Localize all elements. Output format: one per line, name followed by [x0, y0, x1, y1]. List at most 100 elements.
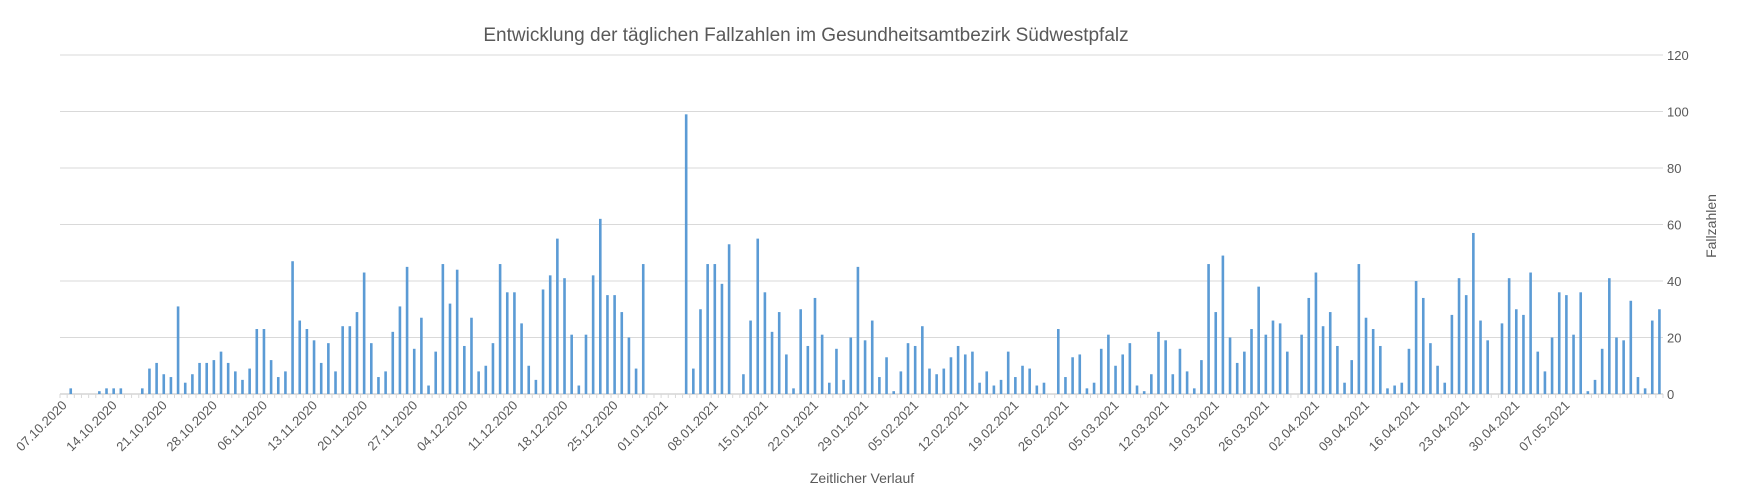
- bar: [570, 334, 573, 394]
- bar: [1386, 388, 1389, 394]
- bar: [398, 306, 402, 394]
- bar: [1271, 320, 1275, 394]
- bar: [219, 351, 223, 394]
- bar: [756, 238, 760, 394]
- bar: [1178, 348, 1182, 394]
- bar: [1214, 312, 1218, 394]
- bar: [1042, 382, 1046, 394]
- bar: [806, 345, 810, 394]
- bar: [420, 317, 423, 394]
- x-tick-label: 11.12.2020: [465, 398, 521, 454]
- bar: [1486, 340, 1489, 394]
- bar: [627, 337, 631, 394]
- bar: [1135, 385, 1139, 394]
- bar: [491, 343, 495, 394]
- bar: [1500, 323, 1504, 394]
- x-tick-label: 05.02.2021: [865, 398, 922, 455]
- x-tick-label: 12.03.2021: [1115, 398, 1172, 455]
- x-tick-label: 15.01.2021: [714, 398, 771, 455]
- bar: [1400, 382, 1404, 394]
- bar: [906, 343, 910, 394]
- bar: [956, 345, 960, 394]
- bar: [1371, 329, 1375, 394]
- bar: [327, 343, 330, 394]
- bar: [1658, 309, 1661, 394]
- bar: [1565, 295, 1568, 394]
- bar: [992, 385, 996, 394]
- bar: [835, 348, 838, 394]
- bar: [1407, 348, 1411, 394]
- bar: [405, 266, 409, 394]
- bar: [484, 365, 488, 394]
- bar: [1264, 334, 1268, 394]
- bar: [792, 388, 795, 394]
- bar: [813, 297, 817, 394]
- gridlines: [59, 54, 1664, 398]
- x-tick-label: 26.02.2021: [1015, 398, 1072, 455]
- x-tick-label: 14.10.2020: [63, 398, 120, 455]
- bar: [541, 289, 545, 394]
- bar: [613, 295, 616, 394]
- bar: [577, 385, 581, 394]
- x-tick-label: 26.03.2021: [1215, 398, 1272, 455]
- bar: [255, 329, 259, 394]
- bar: [1321, 326, 1325, 394]
- bar: [434, 351, 438, 394]
- bar: [191, 374, 194, 394]
- bar: [513, 292, 516, 394]
- bar: [1142, 391, 1146, 394]
- bar: [1379, 345, 1382, 394]
- bar: [477, 371, 480, 394]
- bar: [176, 306, 180, 394]
- bar: [1307, 297, 1311, 394]
- bar: [1185, 371, 1189, 394]
- bar: [563, 278, 566, 394]
- bar: [441, 264, 445, 394]
- bar: [863, 340, 867, 394]
- bar: [505, 292, 509, 394]
- bar: [1643, 388, 1647, 394]
- bar: [291, 261, 294, 394]
- x-tick-labels: 07.10.202014.10.202021.10.202028.10.2020…: [13, 398, 1572, 455]
- bar: [1615, 337, 1618, 394]
- bar: [591, 275, 595, 394]
- bar: [1257, 286, 1260, 394]
- bar: [1522, 314, 1525, 394]
- bar: [212, 360, 216, 394]
- bar: [749, 320, 752, 394]
- bar: [1429, 343, 1432, 394]
- bar: [899, 371, 903, 394]
- bar: [1128, 343, 1132, 394]
- bar: [978, 382, 981, 394]
- bar: [1157, 331, 1160, 394]
- bar: [377, 377, 380, 394]
- bar: [892, 391, 896, 394]
- bar: [942, 368, 946, 394]
- x-tick-label: 23.04.2021: [1416, 398, 1473, 455]
- bar: [720, 283, 724, 394]
- bar: [69, 388, 73, 394]
- bar: [1250, 329, 1253, 394]
- bar: [463, 345, 466, 394]
- bar: [1579, 292, 1583, 394]
- bar: [105, 388, 108, 394]
- bar: [692, 368, 695, 394]
- y-tick-label: 100: [1667, 105, 1689, 120]
- y-tick-label: 40: [1667, 274, 1681, 289]
- bar: [1006, 351, 1010, 394]
- bar: [1586, 391, 1590, 394]
- bar: [1064, 377, 1067, 394]
- bar: [234, 371, 237, 394]
- bar: [921, 326, 924, 394]
- bar: [1092, 382, 1096, 394]
- bar: [140, 388, 144, 394]
- x-tick-label: 29.01.2021: [815, 398, 872, 455]
- y-axis-label: Fallzahlen: [1703, 194, 1719, 258]
- bar: [1035, 385, 1039, 394]
- x-tick-label: 20.11.2020: [314, 398, 370, 454]
- bar: [269, 360, 273, 394]
- bar: [1443, 382, 1447, 394]
- bar: [112, 388, 115, 394]
- bar: [205, 362, 209, 394]
- bar: [1543, 371, 1547, 394]
